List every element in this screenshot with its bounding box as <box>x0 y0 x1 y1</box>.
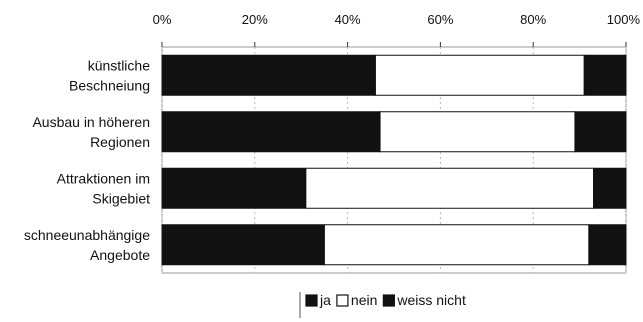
bar-segment-nein <box>374 54 585 96</box>
category-label: Angebote <box>90 247 150 263</box>
legend-swatch <box>305 294 318 307</box>
legend-swatch <box>382 294 395 307</box>
bar-segment-weiss-nicht <box>588 224 627 266</box>
legend: ja nein weiss nicht <box>299 292 466 318</box>
x-tick-label: 0% <box>153 12 172 27</box>
x-tick-label: 40% <box>335 12 361 27</box>
x-tick-label: 80% <box>520 12 546 27</box>
x-tick-label: 60% <box>427 12 453 27</box>
bar-segment-nein <box>305 167 595 209</box>
category-label: Beschneiung <box>69 77 150 93</box>
bar-segment-ja <box>161 54 376 96</box>
x-axis-ticks: 0% 20% 40% 60% 80% 100% <box>153 12 641 47</box>
bar-segment-weiss-nicht <box>574 111 627 153</box>
plot-frame <box>161 46 627 274</box>
bar-segment-weiss-nicht <box>593 167 627 209</box>
x-tick-label: 100% <box>607 12 641 27</box>
bar-segment-nein <box>379 111 576 153</box>
x-tick-label: 20% <box>242 12 268 27</box>
category-label: Attraktionen im <box>57 170 150 186</box>
bar-segments <box>161 54 627 266</box>
category-label: Skigebiet <box>92 190 150 206</box>
category-labels: künstliche Beschneiung Ausbau in höheren Re… <box>24 57 150 263</box>
category-label: künstliche <box>88 57 150 73</box>
legend-label: weiss nicht <box>396 292 466 308</box>
bar-segment-ja <box>161 111 381 153</box>
legend-swatch <box>336 294 349 307</box>
bar-segment-ja <box>161 167 307 209</box>
category-label: Regionen <box>90 134 150 150</box>
legend-label: nein <box>351 292 377 308</box>
bar-segment-nein <box>323 224 590 266</box>
gridlines <box>161 46 627 274</box>
bar-segment-ja <box>161 224 325 266</box>
bar-segment-weiss-nicht <box>583 54 627 96</box>
category-label: Ausbau in höheren <box>32 114 150 130</box>
legend-label: ja <box>319 292 331 308</box>
category-label: schneeunabhängige <box>24 227 150 243</box>
